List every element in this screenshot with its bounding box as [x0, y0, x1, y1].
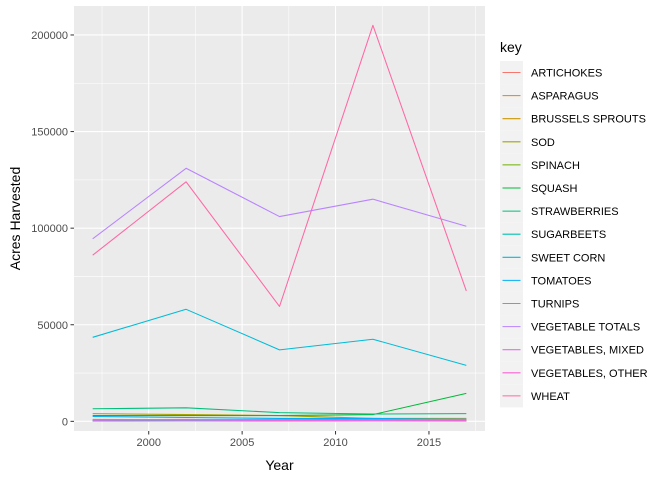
series-lines — [92, 24, 467, 422]
y-tick-label: 200000 — [31, 30, 68, 42]
x-tick-label: 2010 — [323, 437, 347, 449]
series-line-sweet-corn — [92, 308, 467, 366]
legend-label-brussels-sprouts: BRUSSELS SPROUTS — [531, 114, 646, 126]
y-axis-title: Acres Harvested — [7, 167, 23, 270]
legend-items: ARTICHOKES ASPARAGUS BRUSSELS SPROUTS SOD SP… — [500, 61, 648, 408]
x-axis: 2000 2005 2010 2015 — [136, 431, 441, 449]
legend-label-sweet-corn: SWEET CORN — [531, 252, 605, 264]
legend-title: key — [500, 39, 522, 55]
x-tick-label: 2015 — [417, 437, 441, 449]
legend: key ARTICHOKES ASPARAGUS BRUSSELS SPROUTS S… — [500, 39, 648, 408]
legend-label-sod: SOD — [531, 137, 555, 149]
minor-grid — [74, 6, 485, 431]
series-line-wheat — [92, 24, 467, 307]
legend-label-spinach: SPINACH — [531, 160, 580, 172]
legend-label-asparagus: ASPARAGUS — [531, 91, 599, 103]
legend-label-squash: SQUASH — [531, 183, 578, 195]
legend-label-vegetable-totals: VEGETABLE TOTALS — [531, 322, 640, 334]
x-tick-label: 2005 — [230, 437, 254, 449]
legend-label-sugarbeets: SUGARBEETS — [531, 229, 606, 241]
legend-label-vegetables-other: VEGETABLES, OTHER — [531, 368, 648, 380]
y-tick-label: 150000 — [31, 127, 68, 139]
y-tick-label: 50000 — [37, 320, 68, 332]
y-tick-label: 100000 — [31, 223, 68, 235]
legend-label-artichokes: ARTICHOKES — [531, 68, 602, 80]
series-line-vegetables-other — [92, 418, 467, 421]
series-line-strawberries — [92, 407, 467, 415]
legend-label-wheat: WHEAT — [531, 391, 570, 403]
legend-label-tomatoes: TOMATOES — [531, 275, 592, 287]
legend-label-strawberries: STRAWBERRIES — [531, 206, 619, 218]
x-axis-title: Year — [265, 457, 294, 473]
y-axis: 0 50000 100000 150000 200000 — [31, 30, 74, 428]
legend-label-vegetables-mixed: VEGETABLES, MIXED — [531, 345, 644, 357]
series-line-tomatoes — [92, 415, 467, 420]
series-line-vegetable-totals — [92, 167, 467, 240]
y-tick-label: 0 — [62, 416, 68, 428]
x-tick-label: 2000 — [136, 437, 160, 449]
legend-label-turnips: TURNIPS — [531, 299, 579, 311]
series-line-squash — [92, 392, 467, 417]
plot-panel — [74, 6, 485, 431]
